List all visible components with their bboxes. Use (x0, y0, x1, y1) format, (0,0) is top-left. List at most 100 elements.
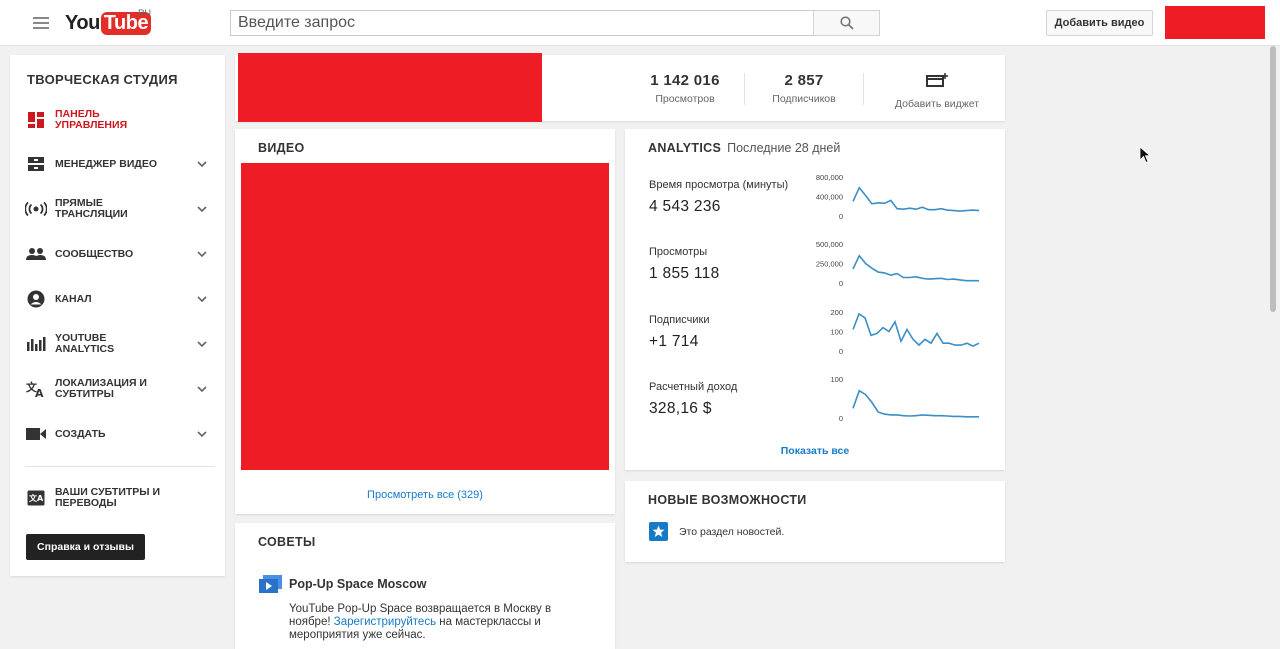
community-icon (25, 243, 47, 265)
tip-body-text: YouTube Pop-Up Space возвращается в Моск… (289, 603, 552, 628)
tip-body-text-end: на мастерклассы и мероприятия уже сейчас… (289, 616, 541, 641)
stat-divider (744, 73, 745, 105)
sparkline-series (852, 389, 979, 418)
views-value: 1 142 016 (650, 72, 720, 89)
create-icon (25, 423, 47, 445)
analytics-card-title: ANALYTICS Последние 28 дней (648, 141, 840, 155)
register-link[interactable]: Зарегистрируйтесь (333, 616, 437, 628)
channel-banner-redacted[interactable] (238, 53, 542, 122)
chevron-down-icon[interactable] (196, 383, 208, 395)
sparkline-tick-label: 800,000 (816, 173, 843, 182)
sparkline-tick-label: 250,000 (816, 260, 843, 269)
channel-stats-card: 1 142 016 Просмотров 2 857 Подписчиков Д… (235, 53, 1005, 122)
chevron-down-icon[interactable] (196, 203, 208, 215)
analytics-card: ANALYTICS Последние 28 дней Время просмот… (625, 129, 1005, 470)
sidebar-item-label: СОЗДАТЬ (55, 427, 106, 440)
upload-video-button[interactable]: Добавить видео (1046, 10, 1153, 36)
page-scrollbar[interactable] (1270, 46, 1276, 312)
analytics-title: ANALYTICS (648, 141, 722, 155)
sidebar-item-community[interactable]: СООБЩЕСТВО (10, 239, 225, 269)
metric-value: 1 855 118 (649, 265, 720, 282)
logo-tube-text: Tube (100, 11, 152, 35)
sidebar-divider (25, 466, 215, 467)
search-input[interactable] (230, 10, 814, 36)
sparkline-tick-label: 0 (839, 414, 843, 423)
analytics-period: Последние 28 дней (727, 141, 841, 155)
analytics-metric[interactable]: Подписчики +1 714 (649, 314, 710, 351)
sidebar-item-label: СООБЩЕСТВО (55, 247, 134, 260)
sidebar-item-your-subtitles[interactable]: 文A ВАШИ СУБТИТРЫ И ПЕРЕВОДЫ (10, 483, 225, 513)
chevron-down-icon[interactable] (196, 428, 208, 440)
sparkline-chart[interactable]: 100 0 (815, 375, 985, 425)
account-area-redacted[interactable] (1165, 6, 1265, 39)
tip-title: Pop-Up Space Moscow (289, 577, 427, 591)
video-thumbnail-redacted[interactable] (241, 163, 609, 470)
sidebar-item-video-manager[interactable]: МЕНЕДЖЕР ВИДЕО (10, 149, 225, 179)
search-button[interactable] (813, 10, 880, 36)
video-card: ВИДЕО Просмотреть все (329) (235, 129, 615, 514)
sparkline-chart[interactable]: 500,000 250,000 0 (815, 240, 985, 290)
add-widget-button[interactable]: Добавить виджет (885, 73, 989, 110)
sparkline-tick-label: 0 (839, 279, 843, 288)
help-feedback-button[interactable]: Справка и отзывы (26, 534, 145, 560)
analytics-icon (25, 333, 47, 355)
news-card: НОВЫЕ ВОЗМОЖНОСТИ Это раздел новостей. (625, 481, 1005, 562)
add-widget-label: Добавить виджет (894, 98, 980, 110)
hamburger-menu-icon[interactable] (33, 17, 49, 29)
chevron-down-icon[interactable] (196, 293, 208, 305)
youtube-logo[interactable]: You Tube RU (65, 8, 152, 36)
search-icon (839, 16, 854, 30)
sidebar-item-label: ЛОКАЛИЗАЦИЯ И СУБТИТРЫ (55, 377, 147, 400)
sparkline-series (852, 312, 980, 347)
sparkline-tick-label: 200 (830, 308, 843, 317)
view-all-videos-link[interactable]: Просмотреть все (329) (367, 489, 483, 501)
chevron-down-icon[interactable] (196, 158, 208, 170)
show-all-analytics-link[interactable]: Показать все (780, 445, 850, 457)
sparkline-tick-label: 0 (839, 212, 843, 221)
top-bar: YouTube RU Добавить видео (0, 0, 1280, 46)
live-icon (25, 198, 47, 220)
logo-you-text: You (65, 11, 100, 34)
sidebar-item-dashboard[interactable]: ПАНЕЛЬ УПРАВЛЕНИЯ (10, 105, 225, 135)
sparkline-tick-label: 0 (839, 347, 843, 356)
video-manager-icon (25, 153, 47, 175)
sidebar-item-label: ПАНЕЛЬ УПРАВЛЕНИЯ (55, 108, 128, 131)
sparkline-chart[interactable]: 800,000 400,000 0 (815, 173, 985, 223)
subscribers-value: 2 857 (784, 72, 824, 89)
subscribers-label: Подписчиков (772, 93, 836, 105)
tips-card-title: СОВЕТЫ (258, 535, 316, 549)
sidebar-item-live[interactable]: ПРЯМЫЕ ТРАНСЛЯЦИИ (10, 194, 225, 224)
channel-icon (25, 288, 47, 310)
sparkline-chart[interactable]: 200 100 0 (815, 308, 985, 358)
subtitles-translate-icon: 文A (25, 487, 47, 509)
chevron-down-icon[interactable] (196, 248, 208, 260)
svg-text:文: 文 (26, 380, 38, 394)
analytics-metric[interactable]: Расчетный доход 328,16 $ (649, 381, 737, 418)
metric-label: Расчетный доход (649, 381, 738, 393)
chevron-down-icon[interactable] (196, 338, 208, 350)
sidebar-item-label: ПРЯМЫЕ ТРАНСЛЯЦИИ (55, 197, 128, 220)
sidebar-item-analytics[interactable]: YOUTUBE ANALYTICS (10, 329, 225, 359)
metric-value: 328,16 $ (649, 400, 712, 417)
sidebar-item-channel[interactable]: КАНАЛ (10, 284, 225, 314)
sparkline-series (852, 186, 980, 212)
stat-divider (863, 73, 864, 105)
metric-value: +1 714 (649, 333, 699, 350)
tip-body: YouTube Pop-Up Space возвращается в Моск… (289, 603, 579, 642)
sidebar-item-label: YOUTUBE ANALYTICS (55, 332, 115, 355)
svg-text:A: A (35, 387, 44, 398)
sparkline-tick-label: 100 (830, 375, 843, 384)
mouse-cursor-icon (1139, 146, 1151, 164)
metric-label: Время просмотра (минуты) (649, 179, 789, 191)
analytics-metric[interactable]: Просмотры 1 855 118 (649, 246, 720, 283)
analytics-metric[interactable]: Время просмотра (минуты) 4 543 236 (649, 179, 788, 216)
sidebar-item-label: ВАШИ СУБТИТРЫ И ПЕРЕВОДЫ (55, 486, 161, 509)
metric-label: Подписчики (649, 314, 710, 326)
video-playlist-icon (259, 575, 282, 593)
sparkline-tick-label: 100 (830, 328, 843, 337)
sidebar-item-label: КАНАЛ (55, 292, 92, 305)
sidebar-item-create[interactable]: СОЗДАТЬ (10, 419, 225, 449)
logo-region: RU (138, 8, 151, 18)
